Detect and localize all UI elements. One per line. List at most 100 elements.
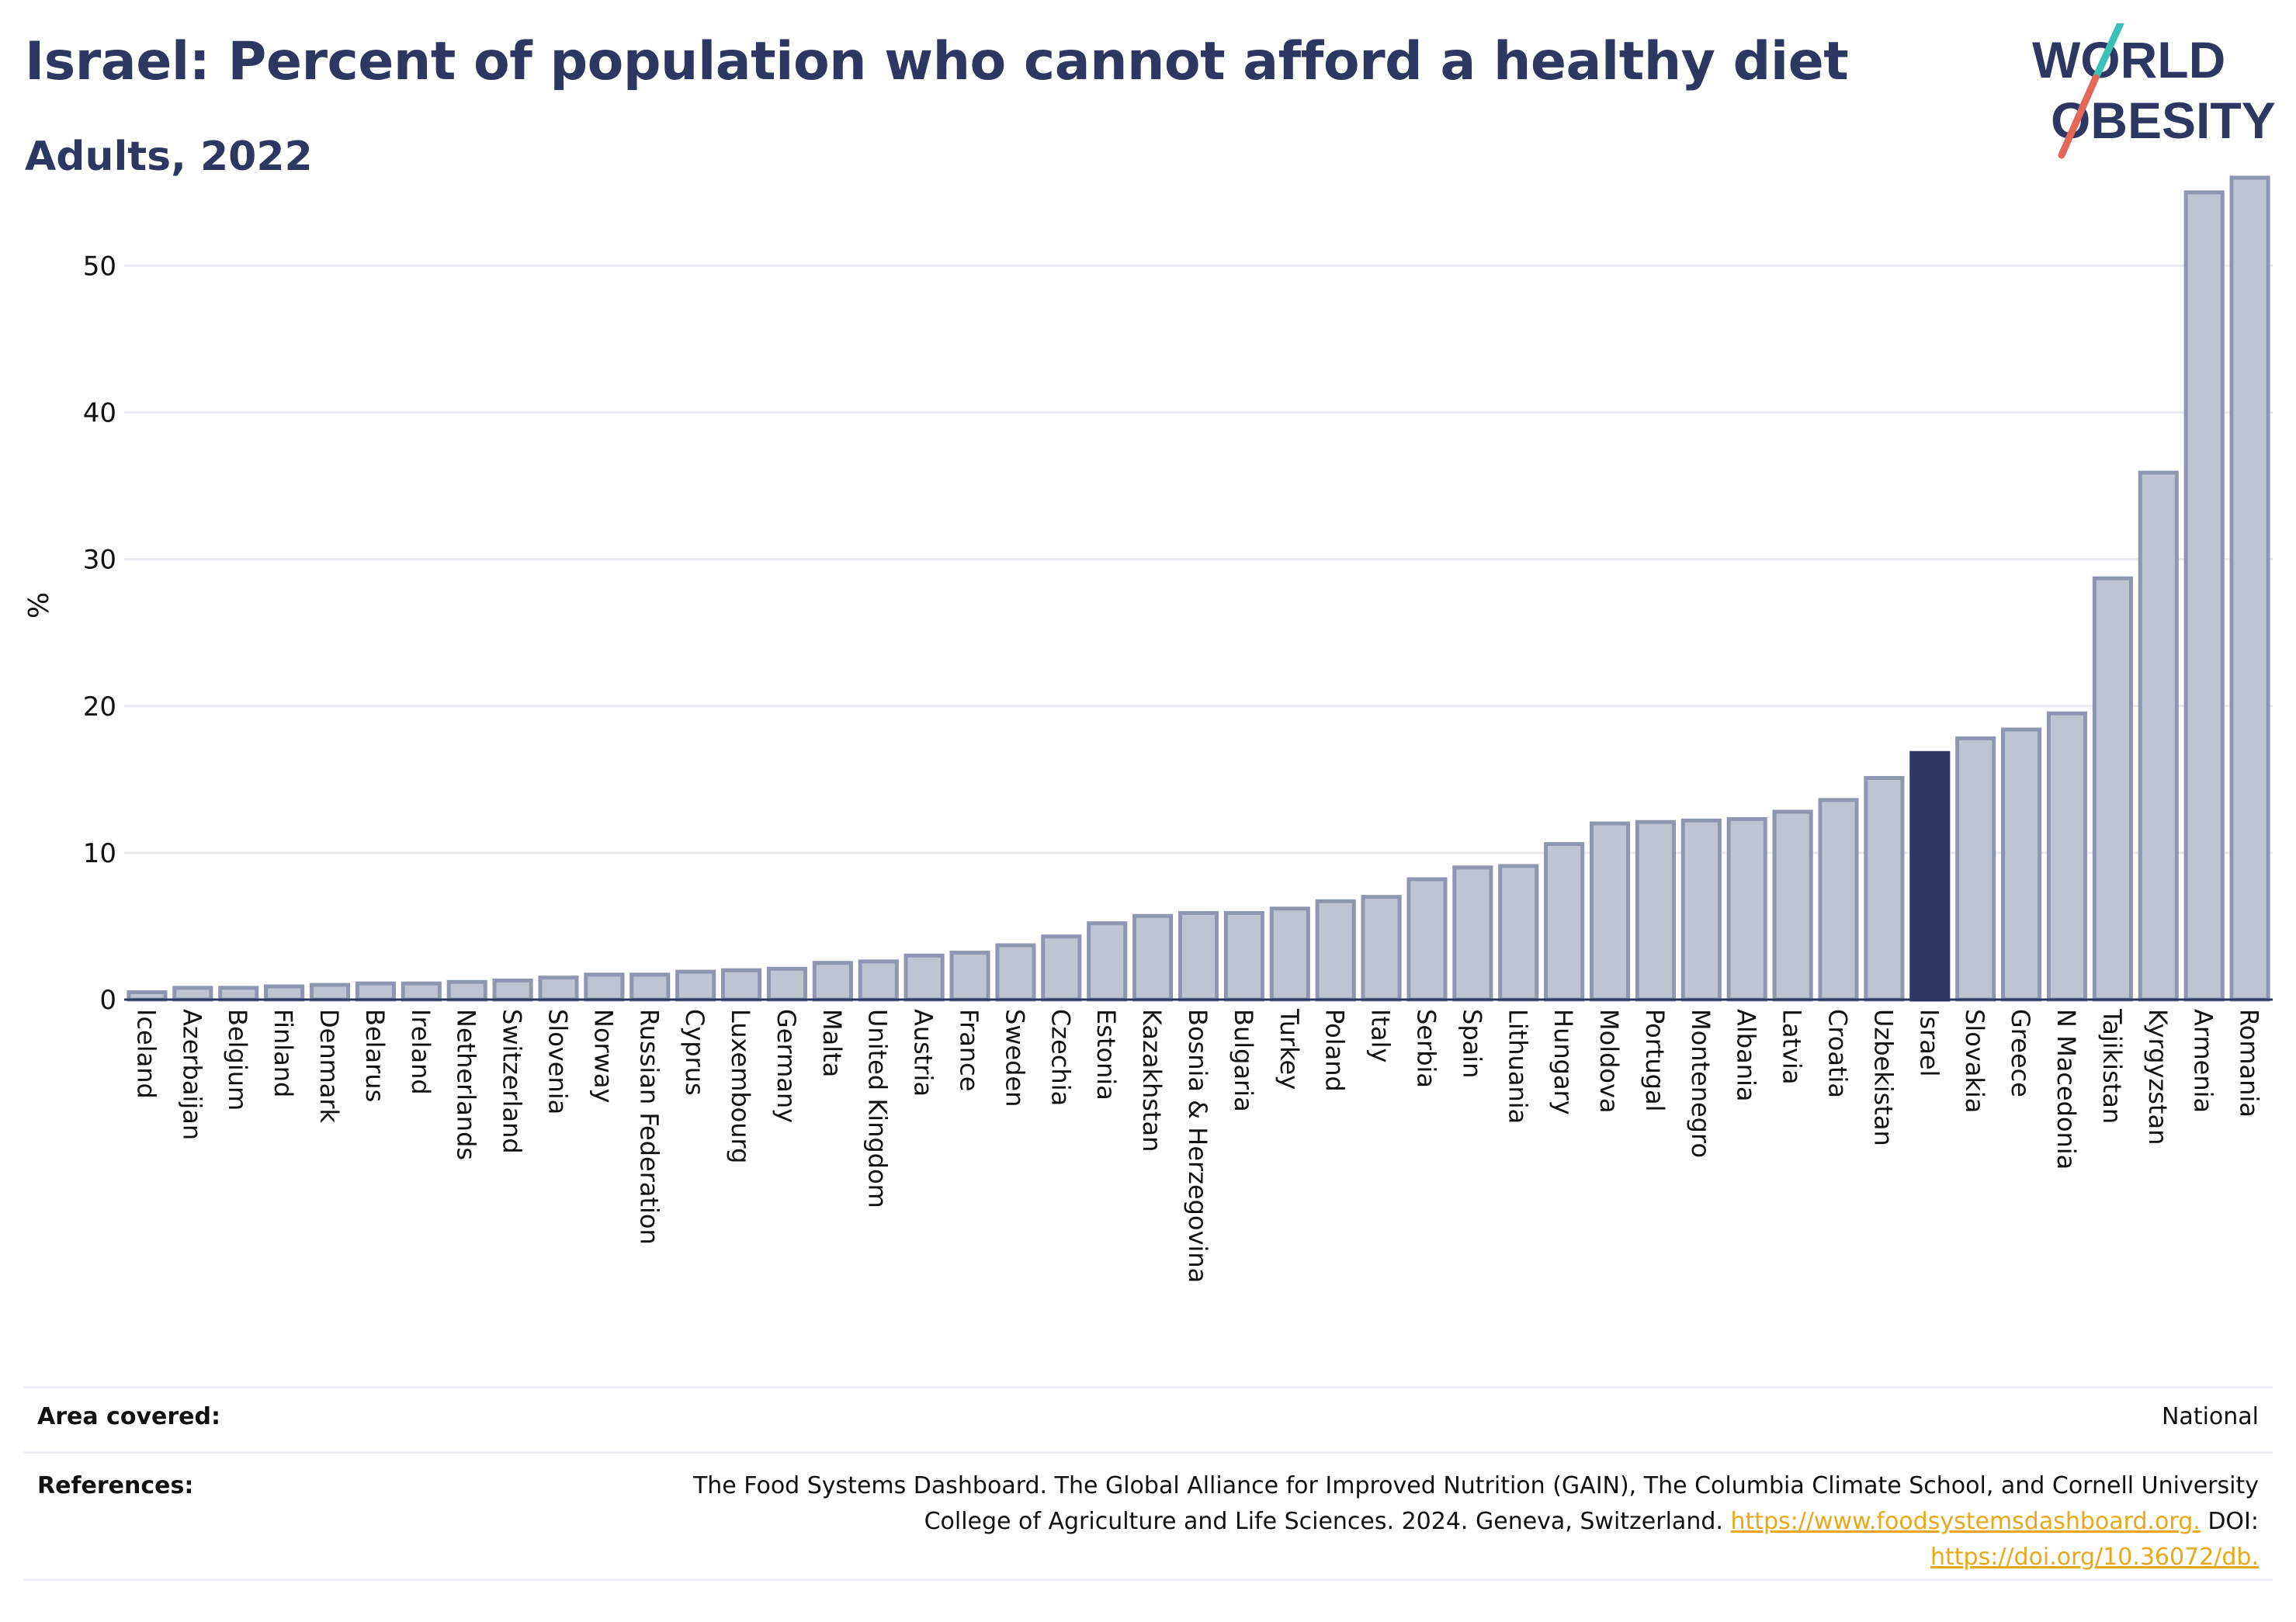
bar-belgium xyxy=(218,986,259,1002)
x-tick-label: Cyprus xyxy=(680,1009,709,1096)
bar-sweden xyxy=(995,943,1036,1002)
page-subtitle: Adults, 2022 xyxy=(25,133,313,180)
x-tick-label: Latvia xyxy=(1777,1009,1807,1084)
x-tick-label: Armenia xyxy=(2189,1009,2218,1113)
logo-line1: WORLD xyxy=(2032,31,2225,88)
bar-kazakhstan xyxy=(1132,913,1174,1002)
bar-greece xyxy=(2001,727,2042,1002)
bars xyxy=(127,175,2270,1002)
bar-turkey xyxy=(1269,906,1310,1002)
x-tick-label: France xyxy=(955,1009,984,1091)
bar-bosnia-herzegovina xyxy=(1177,910,1219,1002)
x-tick-label: Belgium xyxy=(223,1009,252,1111)
bar-hungary xyxy=(1544,842,1585,1002)
bar-tajikistan xyxy=(2092,576,2133,1002)
bar-kyrgyzstan xyxy=(2138,470,2179,1002)
area-covered-value: National xyxy=(2161,1403,2259,1430)
x-tick-label: Russian Federation xyxy=(634,1009,664,1245)
x-tick-label: Moldova xyxy=(1594,1009,1624,1114)
x-tick-label: Poland xyxy=(1320,1009,1350,1092)
x-tick-label: Estonia xyxy=(1091,1009,1121,1100)
bar-estonia xyxy=(1087,921,1128,1002)
y-tick-label: 40 xyxy=(83,398,116,429)
foodsystems-dashboard-link[interactable]: https://www.foodsystemsdashboard.org. xyxy=(1730,1508,2201,1535)
x-tick-label: Ireland xyxy=(406,1009,435,1095)
doi-link[interactable]: https://doi.org/10.36072/db. xyxy=(1930,1544,2259,1571)
bar-france xyxy=(949,950,990,1002)
x-tick-label: Czechia xyxy=(1046,1009,1075,1106)
x-tick-label: Turkey xyxy=(1275,1008,1304,1090)
grid-lines xyxy=(124,264,2273,854)
x-tick-label: Slovenia xyxy=(543,1009,572,1114)
bar-cyprus xyxy=(675,969,716,1002)
references-line2-text: College of Agriculture and Life Sciences… xyxy=(924,1508,1723,1535)
x-tick-label: Azerbaijan xyxy=(177,1009,206,1140)
bar-azerbaijan xyxy=(172,986,213,1002)
references-doi-label: DOI: xyxy=(2208,1508,2259,1535)
bar-norway xyxy=(584,972,625,1002)
x-tick-label: Switzerland xyxy=(498,1009,527,1154)
bar-israel xyxy=(1909,750,1951,1002)
bar-latvia xyxy=(1772,809,1813,1002)
y-axis-label: % xyxy=(23,592,55,619)
bar-spain xyxy=(1452,865,1493,1002)
x-tick-label: Malta xyxy=(817,1009,847,1077)
bar-uzbekistan xyxy=(1864,775,1905,1002)
bar-austria xyxy=(903,953,945,1002)
x-tick-label: Tajikistan xyxy=(2097,1008,2127,1124)
info-divider-middle xyxy=(23,1451,2273,1454)
bar-chart: 0 10 20 30 40 50 % Iceland Azerbaijan Belgium Fi… xyxy=(23,175,2273,1283)
bar-italy xyxy=(1361,895,1402,1002)
x-tick-label: Spain xyxy=(1457,1009,1486,1078)
x-tick-label: Serbia xyxy=(1411,1009,1441,1088)
x-tick-label: Netherlands xyxy=(452,1009,481,1160)
x-tick-label: Lithuania xyxy=(1503,1009,1532,1124)
x-tick-label: Montenegro xyxy=(1686,1009,1715,1158)
x-tick-label: Bulgaria xyxy=(1229,1009,1258,1112)
x-tick-label: Belarus xyxy=(360,1009,390,1102)
x-tick-label: United Kingdom xyxy=(863,1009,893,1208)
bar-netherlands xyxy=(446,979,487,1002)
x-tick-label: Norway xyxy=(588,1009,618,1103)
x-tick-label: Portugal xyxy=(1640,1009,1670,1112)
x-tick-label: Uzbekistan xyxy=(1868,1009,1898,1146)
bar-bulgaria xyxy=(1223,910,1264,1002)
bar-romania xyxy=(2229,175,2270,1002)
y-tick-label: 10 xyxy=(83,838,116,869)
info-divider-top xyxy=(23,1386,2273,1388)
area-covered-label: Area covered: xyxy=(37,1403,220,1430)
x-tick-label: Italy xyxy=(1366,1009,1396,1062)
logo-slash-coral xyxy=(2058,74,2100,159)
bar-united-kingdom xyxy=(858,959,899,1002)
x-axis-ticks: Iceland Azerbaijan Belgium Finland Denmark Be… xyxy=(131,1008,2263,1283)
bar-belarus xyxy=(355,981,396,1002)
info-divider-bottom xyxy=(23,1579,2273,1581)
bar-luxembourg xyxy=(721,968,762,1002)
x-tick-label: N Macedonia xyxy=(2051,1009,2081,1170)
bar-armenia xyxy=(2183,190,2225,1002)
page-title: Israel: Percent of population who cannot… xyxy=(25,31,1849,92)
x-tick-label: Luxembourg xyxy=(726,1009,755,1163)
bar-russian-federation xyxy=(629,972,671,1002)
bar-germany xyxy=(766,966,808,1002)
x-tick-label: Kyrgyzstan xyxy=(2143,1009,2173,1145)
bar-slovenia xyxy=(538,976,579,1002)
x-tick-label: Sweden xyxy=(1000,1009,1029,1107)
bar-moldova xyxy=(1589,821,1631,1002)
bar-ireland xyxy=(401,981,442,1002)
world-obesity-logo: WORLD OBESITY xyxy=(2032,23,2276,159)
x-tick-label: Croatia xyxy=(1823,1009,1853,1098)
y-tick-label: 30 xyxy=(83,545,116,576)
x-tick-label: Albania xyxy=(1732,1009,1761,1101)
x-tick-label: Finland xyxy=(269,1009,298,1097)
bar-serbia xyxy=(1406,877,1448,1002)
bar-poland xyxy=(1315,899,1356,1002)
x-tick-label: Germany xyxy=(772,1009,801,1123)
x-tick-label: Denmark xyxy=(314,1009,344,1124)
y-tick-label: 50 xyxy=(83,251,116,282)
references-text: The Food Systems Dashboard. The Global A… xyxy=(693,1468,2259,1575)
y-tick-label: 0 xyxy=(99,985,116,1016)
bar-malta xyxy=(812,961,853,1002)
bar-n-macedonia xyxy=(2046,711,2088,1002)
logo-slash-teal xyxy=(2092,23,2124,81)
